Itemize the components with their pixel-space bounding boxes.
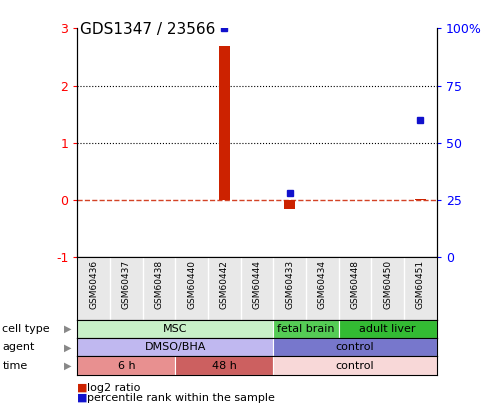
Text: 48 h: 48 h bbox=[212, 360, 237, 371]
Text: GSM60436: GSM60436 bbox=[89, 260, 98, 309]
Bar bbox=[77, 356, 175, 375]
Bar bbox=[415, 199, 426, 200]
Text: GSM60440: GSM60440 bbox=[187, 260, 196, 309]
Text: GSM60444: GSM60444 bbox=[252, 260, 261, 309]
Text: MSC: MSC bbox=[163, 324, 188, 334]
Text: ■: ■ bbox=[77, 383, 88, 393]
Text: agent: agent bbox=[2, 342, 35, 352]
Text: GSM60433: GSM60433 bbox=[285, 260, 294, 309]
Bar bbox=[273, 338, 437, 356]
Text: GSM60442: GSM60442 bbox=[220, 260, 229, 309]
Text: ▶: ▶ bbox=[63, 342, 71, 352]
Text: ▶: ▶ bbox=[63, 324, 71, 334]
Text: 6 h: 6 h bbox=[118, 360, 135, 371]
Text: GSM60450: GSM60450 bbox=[383, 260, 392, 309]
Bar bbox=[77, 320, 273, 338]
Text: cell type: cell type bbox=[2, 324, 50, 334]
Text: GSM60434: GSM60434 bbox=[318, 260, 327, 309]
Bar bbox=[273, 356, 437, 375]
Text: time: time bbox=[2, 361, 28, 371]
Bar bbox=[273, 320, 339, 338]
Text: DMSO/BHA: DMSO/BHA bbox=[145, 342, 206, 352]
Bar bbox=[77, 338, 273, 356]
Text: ■: ■ bbox=[77, 393, 88, 403]
Bar bbox=[284, 200, 295, 209]
Text: GSM60437: GSM60437 bbox=[122, 260, 131, 309]
Bar bbox=[175, 356, 273, 375]
Text: fetal brain: fetal brain bbox=[277, 324, 335, 334]
Text: log2 ratio: log2 ratio bbox=[87, 383, 141, 393]
Bar bbox=[219, 45, 230, 200]
Text: GSM60451: GSM60451 bbox=[416, 260, 425, 309]
Text: GDS1347 / 23566: GDS1347 / 23566 bbox=[80, 22, 215, 37]
Text: GSM60448: GSM60448 bbox=[350, 260, 359, 309]
Text: control: control bbox=[336, 342, 374, 352]
Text: adult liver: adult liver bbox=[359, 324, 416, 334]
Text: GSM60438: GSM60438 bbox=[155, 260, 164, 309]
Text: ▶: ▶ bbox=[63, 361, 71, 371]
Text: control: control bbox=[336, 360, 374, 371]
Text: percentile rank within the sample: percentile rank within the sample bbox=[87, 393, 275, 403]
Bar bbox=[339, 320, 437, 338]
